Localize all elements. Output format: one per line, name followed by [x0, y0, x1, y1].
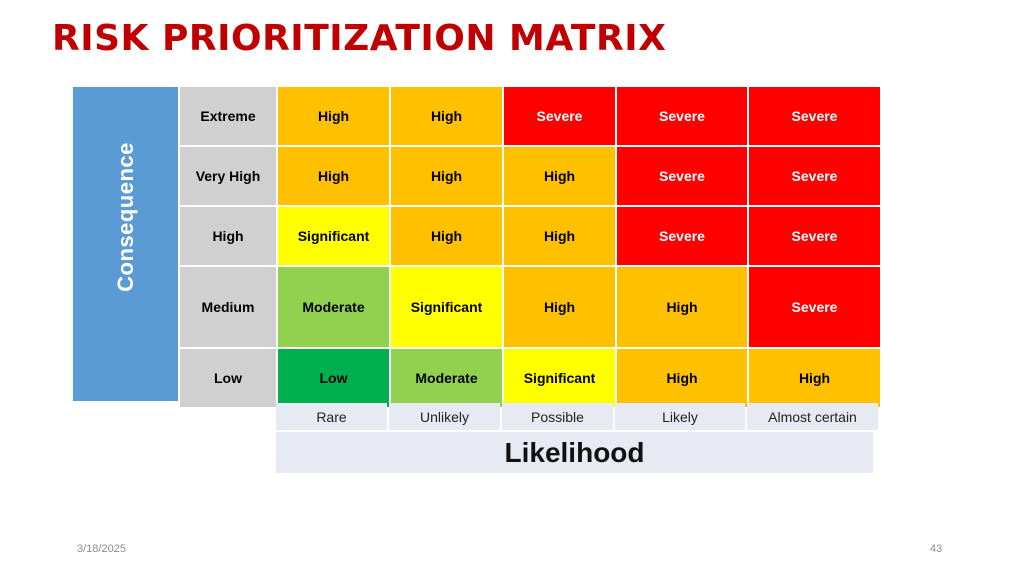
- consequence-level-low: Low: [180, 349, 276, 407]
- likelihood-axis-label: Likelihood: [276, 432, 873, 473]
- likelihood-level-unlikely: Unlikely: [389, 403, 500, 430]
- likelihood-level-rare: Rare: [276, 403, 387, 430]
- risk-cell: High: [749, 349, 880, 407]
- risk-cell: Significant: [391, 267, 502, 347]
- likelihood-levels-row: Rare Unlikely Possible Likely Almost cer…: [276, 403, 878, 430]
- slide-page-number: 43: [930, 543, 943, 555]
- risk-cell: Severe: [504, 87, 615, 145]
- risk-cell: High: [391, 87, 502, 145]
- risk-cell: Significant: [278, 207, 389, 265]
- risk-cell: Low: [278, 349, 389, 407]
- risk-cell: Moderate: [391, 349, 502, 407]
- risk-cell: Severe: [617, 87, 747, 145]
- slide-date: 3/18/2025: [77, 543, 126, 555]
- risk-cell: Severe: [749, 267, 880, 347]
- risk-cell: High: [278, 147, 389, 205]
- risk-cell: Severe: [617, 147, 747, 205]
- risk-cell: Severe: [749, 87, 880, 145]
- consequence-axis-label: Consequence: [112, 142, 138, 292]
- risk-cell: High: [504, 147, 615, 205]
- consequence-level-very-high: Very High: [180, 147, 276, 205]
- risk-matrix-grid: Extreme High High Severe Severe Severe V…: [180, 87, 880, 407]
- risk-cell: Severe: [749, 147, 880, 205]
- risk-cell: High: [504, 267, 615, 347]
- risk-cell: Moderate: [278, 267, 389, 347]
- risk-cell: High: [391, 207, 502, 265]
- likelihood-level-possible: Possible: [502, 403, 613, 430]
- risk-cell: High: [391, 147, 502, 205]
- consequence-level-high: High: [180, 207, 276, 265]
- consequence-level-medium: Medium: [180, 267, 276, 347]
- risk-cell: High: [617, 349, 747, 407]
- consequence-axis-bar: Consequence: [73, 87, 178, 401]
- risk-cell: High: [504, 207, 615, 265]
- likelihood-level-likely: Likely: [615, 403, 745, 430]
- consequence-level-extreme: Extreme: [180, 87, 276, 145]
- risk-cell: High: [278, 87, 389, 145]
- risk-cell: High: [617, 267, 747, 347]
- risk-cell: Severe: [617, 207, 747, 265]
- slide-title: RISK PRIORITIZATION MATRIX: [52, 18, 667, 59]
- likelihood-level-almost-certain: Almost certain: [747, 403, 878, 430]
- risk-cell: Severe: [749, 207, 880, 265]
- risk-cell: Significant: [504, 349, 615, 407]
